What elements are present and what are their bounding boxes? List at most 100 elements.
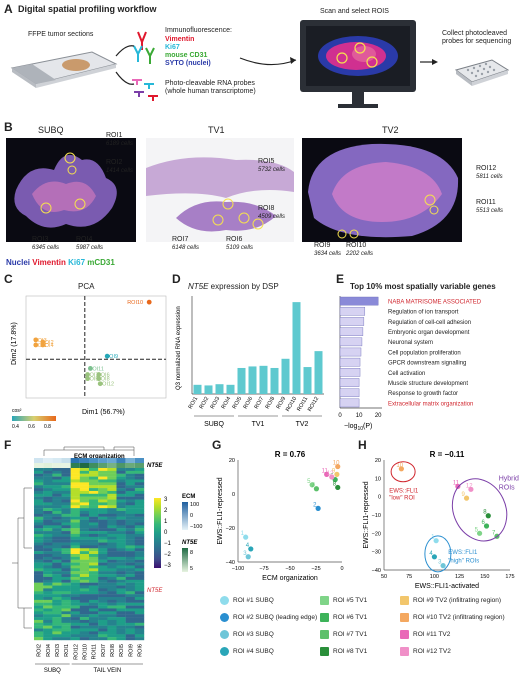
heat-cell: [125, 556, 136, 560]
heat-cell: [134, 511, 145, 515]
heat-cell: [107, 542, 117, 546]
heat-cell: [43, 485, 53, 489]
workflow-arrows: [115, 45, 438, 85]
heat-cell: [34, 554, 44, 558]
nt5e-bar: [193, 384, 202, 394]
panel-label-d: D: [172, 272, 181, 286]
heat-cell: [89, 499, 99, 503]
roi-legend-item: ROI #9 TV2 (infiltrating region): [400, 596, 501, 605]
heat-cell: [43, 608, 53, 612]
heat-cell: [61, 496, 71, 500]
heat-cell: [89, 602, 99, 606]
panel-label-e: E: [336, 272, 345, 286]
roi-name: ROI12: [476, 165, 497, 172]
heat-cell: [89, 576, 99, 580]
channel-legend: Nuclei Vimentin Ki67 mCD31: [6, 258, 115, 267]
scatter-point-label: 3: [243, 551, 247, 557]
heat-cell: [34, 628, 44, 632]
scatter-xtick: −100: [232, 566, 244, 572]
roi-label-3: ROI3 6345 cells: [32, 236, 59, 252]
nt5e-xtick: ROI3: [210, 396, 222, 410]
heat-cell: [43, 522, 53, 526]
heat-cell: [107, 559, 117, 563]
heat-cell: [125, 522, 136, 526]
heat-cell: [134, 551, 145, 555]
heat-cell: [134, 591, 145, 595]
heat-cell: [43, 559, 53, 563]
roi-legend-swatch: [220, 613, 229, 622]
ecm-annot-cell: [125, 458, 135, 463]
low-roi-label-2: "low" ROI: [389, 496, 415, 502]
heat-cell: [107, 499, 117, 503]
scatter-ytick: −30: [372, 550, 381, 556]
genes-label: Regulation of ion transport: [388, 310, 459, 316]
heat-cell: [125, 625, 136, 629]
heat-cell: [61, 551, 71, 555]
heat-cell: [89, 522, 99, 526]
heat-cell: [43, 591, 53, 595]
scatter-xtick: 175: [505, 574, 514, 580]
heat-cell: [61, 571, 71, 575]
heat-cell: [116, 582, 126, 586]
heat-cell: [125, 568, 136, 572]
heat-cell: [70, 536, 81, 540]
scatter-point: [463, 495, 470, 501]
probes-line-2: (whole human transcriptome): [165, 88, 256, 95]
nt5e-bar-chart: ROI1 ROI2 ROI3 ROI4 ROI5 ROI6 ROI7 ROI8 ROI9 ROI1…: [176, 296, 324, 428]
heat-cell: [107, 617, 117, 621]
heat-cell: [134, 505, 145, 509]
heat-cell: [43, 519, 53, 523]
ecm-legend-tick: 0: [190, 513, 193, 519]
heat-cell: [107, 602, 117, 606]
heat-cell: [79, 602, 90, 606]
heat-cell: [98, 533, 108, 537]
heat-cell: [43, 479, 53, 483]
scatter-r-value: R = −0.11: [430, 450, 465, 459]
genes-label: Neuronal system: [388, 340, 433, 346]
roi-legend-text: ROI #3 SUBQ: [233, 631, 274, 638]
heat-col-label: ROI4: [46, 644, 52, 657]
heat-cell: [61, 545, 71, 549]
heat-cell: [116, 482, 126, 486]
pca-point: [85, 372, 90, 377]
heat-cell: [70, 625, 81, 629]
heat-cell: [107, 579, 117, 583]
heat-cell: [52, 628, 62, 632]
heat-cell: [61, 562, 71, 566]
if-marker-list: Vimentin Ki67 mouse CD31 SYTO (nuclei): [165, 36, 211, 68]
heat-cell: [34, 468, 44, 472]
heat-cell: [61, 608, 71, 612]
heat-cell: [52, 579, 62, 583]
ecm-legend-title: ECM: [182, 494, 195, 500]
nt5e-bar: [281, 358, 290, 394]
roi-cells: 5732 cells: [258, 167, 286, 173]
heat-cell: [52, 617, 62, 621]
scatter-xtick: −50: [285, 566, 294, 572]
heat-cell: [125, 539, 136, 543]
heat-cell: [52, 473, 62, 477]
ecm-annot-cell: [34, 458, 44, 463]
nt5e-annot-cell: [107, 463, 117, 468]
heat-cell: [79, 482, 90, 486]
heat-col-label: ROI9: [128, 644, 134, 657]
heat-cell: [61, 476, 71, 480]
heat-cell: [98, 602, 108, 606]
legend-nuclei: Nuclei: [6, 258, 31, 267]
heat-cell: [43, 511, 53, 515]
roi-name: ROI11: [476, 199, 496, 206]
heat-cell: [43, 508, 53, 512]
heat-cell: [43, 528, 53, 532]
heat-cell: [116, 493, 126, 497]
roi-legend-text: ROI #11 TV2: [413, 631, 451, 638]
heat-cell: [125, 528, 136, 532]
pca-point: [33, 337, 39, 343]
heat-cell: [107, 511, 117, 515]
heat-cell: [70, 588, 81, 592]
heat-cell: [70, 551, 81, 555]
scatter-point: [309, 482, 315, 488]
heat-cell: [125, 605, 136, 609]
if-marker-syto: SYTO (nuclei): [165, 60, 211, 67]
heat-cell: [116, 485, 126, 489]
heat-cell: [134, 574, 145, 578]
heat-cell: [107, 597, 117, 601]
